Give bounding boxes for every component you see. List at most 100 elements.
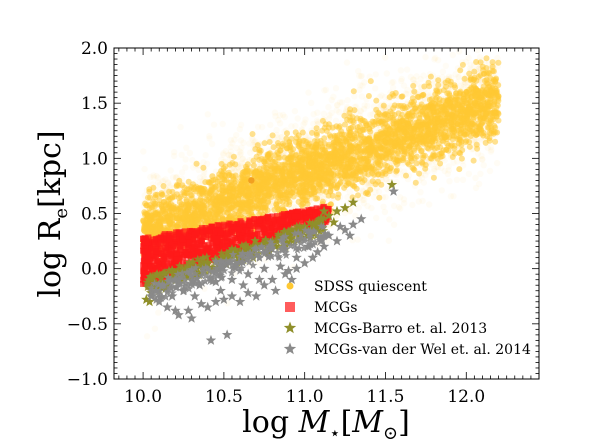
- sdss-quiescent-point: [403, 172, 409, 179]
- sdss-quiescent-point: [368, 204, 375, 212]
- sdss-quiescent-point: [204, 111, 211, 118]
- sdss-quiescent-point: [495, 37, 501, 43]
- sdss-quiescent-point: [457, 67, 464, 74]
- sdss-quiescent-point: [438, 187, 445, 194]
- sdss-quiescent-point: [229, 140, 236, 147]
- sdss-quiescent-point: [249, 131, 256, 137]
- sdss-quiescent-point: [372, 71, 379, 78]
- sdss-quiescent-point: [222, 148, 229, 155]
- sdss-quiescent-point: [276, 120, 284, 127]
- sdss-quiescent-point: [143, 333, 151, 340]
- sdss-quiescent-point: [468, 31, 474, 37]
- sdss-quiescent-point: [372, 189, 379, 196]
- sdss-quiescent-point: [336, 99, 344, 106]
- sdss-quiescent-point: [321, 87, 328, 94]
- sdss-quiescent-point: [431, 56, 438, 63]
- sdss-quiescent-point: [164, 179, 172, 186]
- sdss-quiescent-point: [334, 102, 341, 109]
- sdss-quiescent-point: [430, 174, 437, 181]
- sdss-quiescent-point: [322, 86, 330, 94]
- sdss-quiescent-point: [150, 174, 157, 181]
- sdss-quiescent-point: [380, 203, 387, 210]
- sdss-quiescent-point: [275, 116, 282, 124]
- sdss-quiescent-point: [325, 115, 333, 122]
- sdss-quiescent-point: [310, 111, 317, 118]
- sdss-quiescent-point: [494, 54, 501, 62]
- sdss-quiescent-point: [383, 176, 390, 183]
- sdss-quiescent-point: [460, 162, 467, 169]
- sdss-quiescent-point: [382, 54, 389, 61]
- sdss-quiescent-point: [460, 80, 467, 88]
- sdss-quiescent-point: [344, 97, 351, 104]
- sdss-quiescent-point: [400, 82, 408, 89]
- sdss-quiescent-point: [449, 154, 456, 160]
- sdss-quiescent-point: [490, 40, 496, 46]
- sdss-quiescent-point: [475, 180, 483, 188]
- sdss-quiescent-point: [239, 155, 246, 163]
- sdss-quiescent-point: [398, 75, 405, 83]
- sdss-quiescent-point: [466, 143, 473, 150]
- sdss-quiescent-point: [250, 162, 257, 169]
- sdss-quiescent-point: [237, 137, 244, 144]
- sdss-quiescent-point: [355, 192, 361, 199]
- sdss-quiescent-point: [153, 172, 160, 180]
- sdss-quiescent-point: [397, 67, 405, 74]
- sdss-quiescent-point: [381, 208, 389, 216]
- sdss-quiescent-point: [466, 65, 474, 72]
- sdss-quiescent-point: [305, 89, 312, 96]
- sdss-quiescent-point: [373, 97, 380, 104]
- sdss-quiescent-point: [210, 121, 218, 128]
- sdss-quiescent-point: [237, 163, 244, 170]
- sdss-quiescent-point: [238, 159, 246, 167]
- sdss-quiescent-point: [495, 59, 502, 66]
- sdss-quiescent-point: [274, 134, 281, 141]
- sdss-quiescent-point: [437, 160, 444, 167]
- sdss-quiescent-point: [417, 189, 424, 196]
- sdss-quiescent-point: [220, 151, 227, 158]
- sdss-quiescent-point: [183, 144, 190, 151]
- sdss-quiescent-point: [237, 149, 245, 156]
- sdss-quiescent-point: [193, 160, 200, 167]
- sdss-quiescent-point: [390, 221, 398, 228]
- sdss-quiescent-point: [446, 178, 453, 185]
- sdss-quiescent-point: [236, 160, 244, 168]
- sdss-quiescent-point: [449, 51, 457, 59]
- sdss-quiescent-point: [472, 184, 480, 192]
- sdss-quiescent-point: [326, 112, 333, 119]
- sdss-quiescent-point: [231, 136, 238, 143]
- sdss-quiescent-point: [458, 155, 465, 162]
- sdss-quiescent-point: [344, 193, 351, 201]
- sdss-quiescent-point: [386, 216, 393, 223]
- sdss-quiescent-point: [328, 96, 335, 104]
- sdss-quiescent-point: [434, 57, 442, 64]
- sdss-quiescent-point: [177, 123, 184, 131]
- sdss-quiescent-point: [357, 82, 364, 89]
- sdss-quiescent-point: [141, 165, 148, 173]
- sdss-quiescent-point: [382, 193, 389, 201]
- sdss-quiescent-point: [206, 135, 213, 142]
- sdss-quiescent-point: [190, 181, 196, 188]
- sdss-quiescent-point: [482, 139, 489, 146]
- sdss-quiescent-point: [357, 73, 365, 80]
- sdss-quiescent-point: [334, 170, 341, 177]
- sdss-quiescent-point: [165, 180, 172, 187]
- sdss-quiescent-point: [294, 115, 301, 122]
- sdss-quiescent-point: [288, 123, 295, 130]
- sdss-quiescent-point: [166, 182, 174, 189]
- sdss-quiescent-point: [486, 167, 494, 175]
- sdss-quiescent-point: [450, 159, 457, 166]
- sdss-quiescent-point: [410, 76, 417, 83]
- sdss-quiescent-point: [447, 193, 455, 200]
- sdss-quiescent-point: [167, 167, 174, 174]
- sdss-quiescent-point: [325, 103, 332, 111]
- sdss-quiescent-point: [422, 53, 429, 61]
- sdss-quiescent-point: [154, 174, 162, 181]
- sdss-quiescent-point: [310, 120, 317, 128]
- sdss-quiescent-point: [364, 181, 372, 188]
- sdss-quiescent-point: [389, 84, 397, 92]
- sdss-quiescent-point: [479, 156, 486, 163]
- sdss-quiescent-point: [452, 71, 459, 78]
- sdss-quiescent-point: [140, 148, 147, 155]
- sdss-quiescent-point: [291, 107, 299, 115]
